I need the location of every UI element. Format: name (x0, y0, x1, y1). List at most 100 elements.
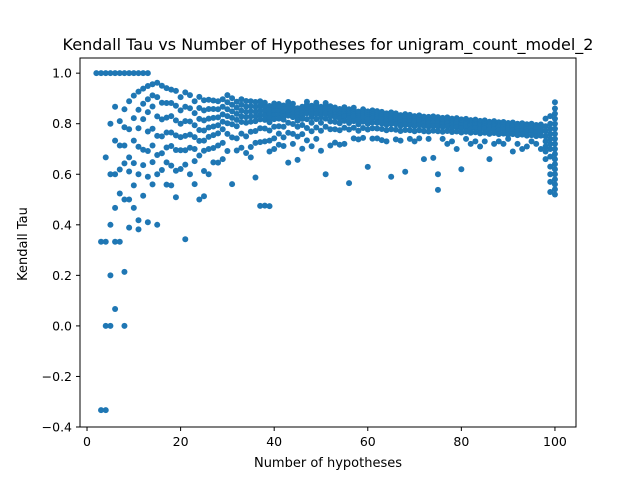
data-point (191, 181, 198, 188)
data-point (210, 114, 217, 121)
data-point (182, 89, 189, 96)
data-point (500, 130, 507, 137)
data-point (266, 148, 273, 155)
data-point (346, 119, 353, 126)
data-point (495, 138, 502, 145)
data-point (551, 181, 558, 188)
data-point (163, 129, 170, 136)
data-point (299, 115, 306, 122)
data-point (205, 96, 212, 103)
data-point (360, 125, 367, 132)
data-point (182, 236, 189, 243)
data-point (271, 135, 278, 142)
x-tick-label: 20 (173, 434, 189, 449)
data-point (364, 163, 371, 170)
data-point (266, 127, 273, 134)
data-point (322, 123, 329, 130)
data-point (285, 119, 292, 126)
data-point (327, 113, 334, 120)
data-point (135, 143, 142, 150)
data-point (537, 132, 544, 139)
data-point (210, 144, 217, 151)
data-point (233, 135, 240, 142)
data-point (397, 128, 404, 135)
data-point (149, 159, 156, 166)
data-point (186, 105, 193, 112)
data-point (383, 121, 390, 128)
data-point (177, 165, 184, 172)
data-point (322, 115, 329, 122)
data-point (374, 135, 381, 142)
data-point (303, 137, 310, 144)
data-point (107, 322, 114, 329)
data-point (551, 125, 558, 132)
data-point (121, 106, 128, 113)
data-point (350, 135, 357, 142)
data-point (172, 102, 179, 109)
data-point (547, 125, 554, 132)
data-point (163, 144, 170, 151)
data-point (332, 114, 339, 121)
data-point (149, 125, 156, 132)
data-point (229, 134, 236, 141)
data-point (196, 105, 203, 112)
data-point (449, 129, 455, 136)
data-point (463, 135, 470, 142)
data-point (243, 150, 250, 157)
data-point (107, 171, 114, 178)
data-point (285, 129, 292, 136)
data-point (257, 125, 264, 132)
data-point (547, 188, 554, 195)
data-point (360, 134, 367, 141)
data-point (158, 82, 165, 89)
data-point (196, 93, 203, 100)
data-point (163, 99, 170, 106)
data-point (486, 156, 493, 163)
data-point (252, 128, 259, 135)
y-axis: −0.4 −0.2 0.0 0.2 0.4 0.6 0.8 1.0 (42, 66, 80, 435)
data-point (116, 190, 123, 197)
x-tick-label: 0 (83, 434, 91, 449)
data-point (233, 116, 240, 123)
data-point (477, 143, 484, 150)
data-point (168, 162, 175, 169)
x-tick-label: 60 (360, 434, 376, 449)
data-point (308, 128, 315, 135)
y-tick-label: 0.4 (52, 217, 72, 232)
data-point (98, 407, 105, 414)
data-point (528, 132, 535, 139)
data-point (257, 111, 264, 118)
data-point (369, 135, 376, 142)
y-tick-label: 0.0 (52, 318, 72, 333)
data-point (247, 98, 254, 105)
data-point (551, 166, 558, 173)
data-point (229, 101, 236, 108)
data-point (406, 135, 413, 142)
data-point (112, 171, 119, 178)
data-point (126, 168, 133, 175)
data-point (224, 99, 231, 106)
data-point (210, 132, 217, 139)
data-point (551, 110, 558, 117)
data-point (154, 221, 161, 228)
data-point (364, 116, 371, 123)
data-point (205, 171, 212, 178)
data-point (168, 99, 175, 106)
data-point (416, 127, 423, 134)
data-point (186, 131, 193, 138)
chart-title: Kendall Tau vs Number of Hypotheses for … (63, 35, 594, 55)
y-tick-label: 0.8 (52, 116, 72, 131)
data-point (140, 116, 147, 123)
data-point (238, 118, 245, 125)
data-point (266, 203, 273, 210)
data-point (158, 166, 165, 173)
data-point (551, 171, 558, 178)
data-point (238, 130, 245, 137)
data-point (257, 98, 264, 105)
data-point (219, 139, 226, 146)
data-point (172, 147, 179, 153)
data-point (116, 238, 123, 245)
data-point (294, 133, 301, 140)
data-point (252, 108, 259, 115)
data-point (238, 113, 245, 120)
